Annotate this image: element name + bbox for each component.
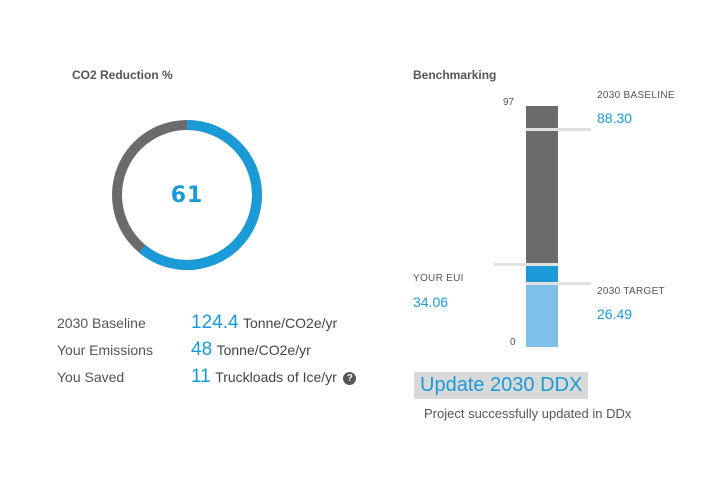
target-bench-value: 26.49 — [597, 306, 633, 322]
saved-stat: 11 Truckloads of Ice/yr ? — [191, 366, 357, 388]
baseline-label: 2030 Baseline — [57, 315, 146, 331]
eui-marker — [494, 263, 558, 266]
baseline-marker — [526, 128, 591, 131]
saved-value: 11 — [191, 366, 211, 387]
baseline-bench-label: 2030 BASELINE — [597, 90, 675, 101]
eui-bench-value: 34.06 — [413, 294, 449, 310]
co2-section-title: CO2 Reduction % — [72, 68, 173, 82]
emissions-label: Your Emissions — [57, 342, 153, 358]
update-2030-ddx-button[interactable]: Update 2030 DDX — [414, 372, 589, 399]
benchmark-bar-above — [526, 106, 558, 263]
donut-reduced-arc — [112, 120, 262, 270]
baseline-stat: 124.4 Tonne/CO2e/yr — [191, 312, 337, 334]
co2-percent-value: 61 — [170, 182, 204, 208]
question-circle-icon[interactable]: ? — [343, 372, 357, 385]
emissions-value: 48 — [191, 339, 213, 360]
baseline-value: 124.4 — [191, 312, 239, 333]
saved-label: You Saved — [57, 369, 125, 385]
baseline-unit: Tonne/CO2e/yr — [243, 315, 338, 331]
benchmark-bar-below — [526, 285, 558, 347]
axis-min-label: 0 — [510, 337, 516, 348]
target-bench-label: 2030 TARGET — [597, 286, 665, 297]
benchmark-section-title: Benchmarking — [413, 68, 497, 82]
benchmark-bar-eui — [526, 266, 558, 282]
target-marker — [526, 282, 591, 285]
saved-unit: Truckloads of Ice/yr — [215, 369, 337, 385]
co2-donut-chart — [112, 120, 262, 270]
eui-bench-label: YOUR EUI — [413, 273, 464, 284]
baseline-bench-value: 88.30 — [597, 110, 633, 126]
emissions-unit: Tonne/CO2e/yr — [216, 342, 311, 358]
status-message: Project successfully updated in DDx — [424, 406, 632, 421]
emissions-stat: 48 Tonne/CO2e/yr — [191, 339, 311, 361]
axis-max-label: 97 — [503, 97, 515, 108]
